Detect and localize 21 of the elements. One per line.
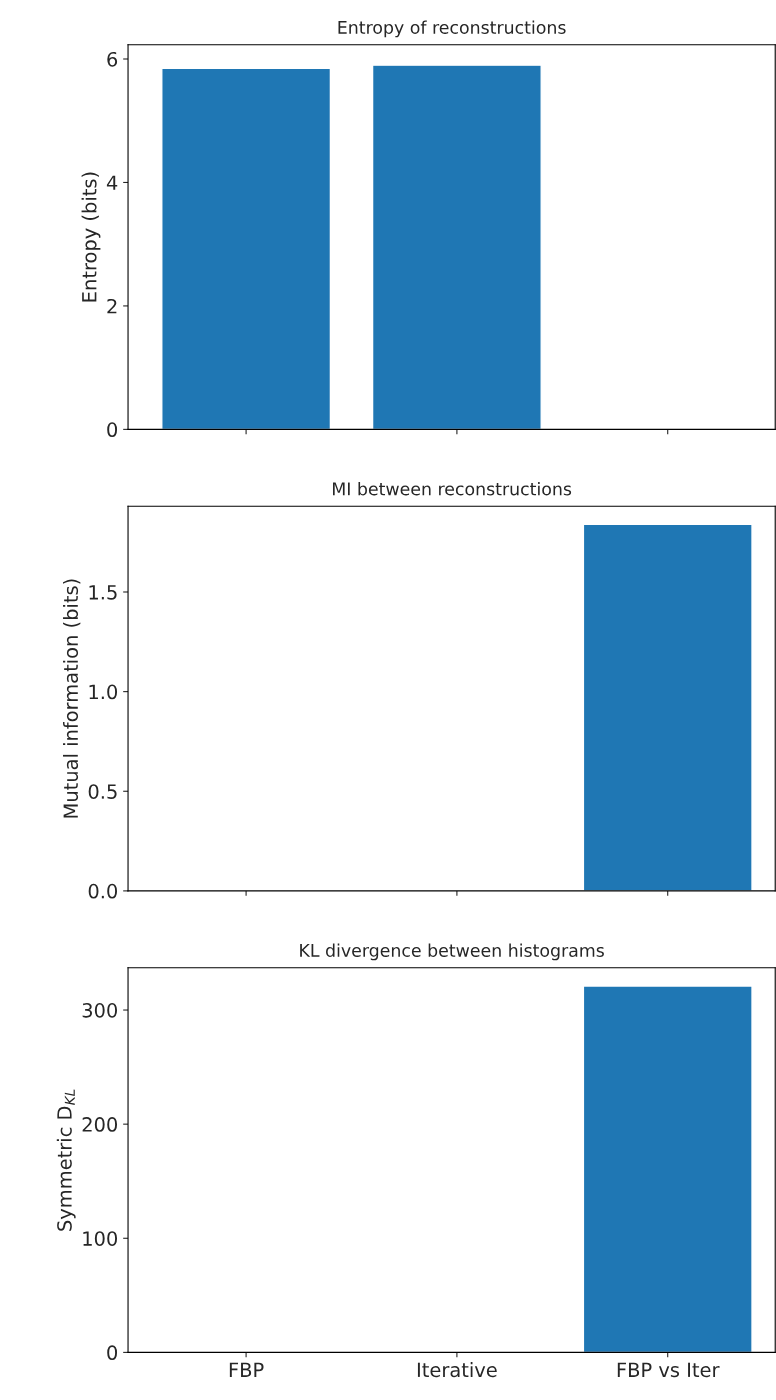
x-tick-label: FBP (229, 1362, 264, 1377)
y-tick-label: 2 (107, 298, 117, 314)
y-tick-label: 0 (107, 1345, 118, 1361)
x-tick-label: Iterative (417, 1362, 497, 1378)
y-tick-label: 1.0 (89, 684, 118, 700)
y-tick-label: 4 (106, 175, 118, 190)
y-tick-label: 1.5 (89, 585, 117, 600)
y-tick-label: 300 (82, 1002, 118, 1018)
y-tick-label: 200 (82, 1117, 118, 1132)
y-axis-title: Symmetric D$_{KL}$ (56, 1089, 76, 1231)
y-axis-title: Entropy (bits) (81, 172, 101, 302)
chart-title: Entropy of reconstructions (338, 20, 566, 38)
y-tick-label: 0.5 (88, 784, 117, 799)
y-axis-title: Mutual information (bits) (63, 579, 81, 818)
y-tick-label: 0.0 (88, 883, 118, 899)
y-tick-label: 0 (107, 422, 118, 438)
chart-title: KL divergence between histograms (300, 943, 604, 961)
y-tick-label: 100 (83, 1231, 118, 1246)
y-tick-label: 6 (107, 51, 118, 67)
chart-title: MI between reconstructions (333, 482, 572, 496)
x-tick-label: FBP vs Iter (617, 1362, 720, 1378)
